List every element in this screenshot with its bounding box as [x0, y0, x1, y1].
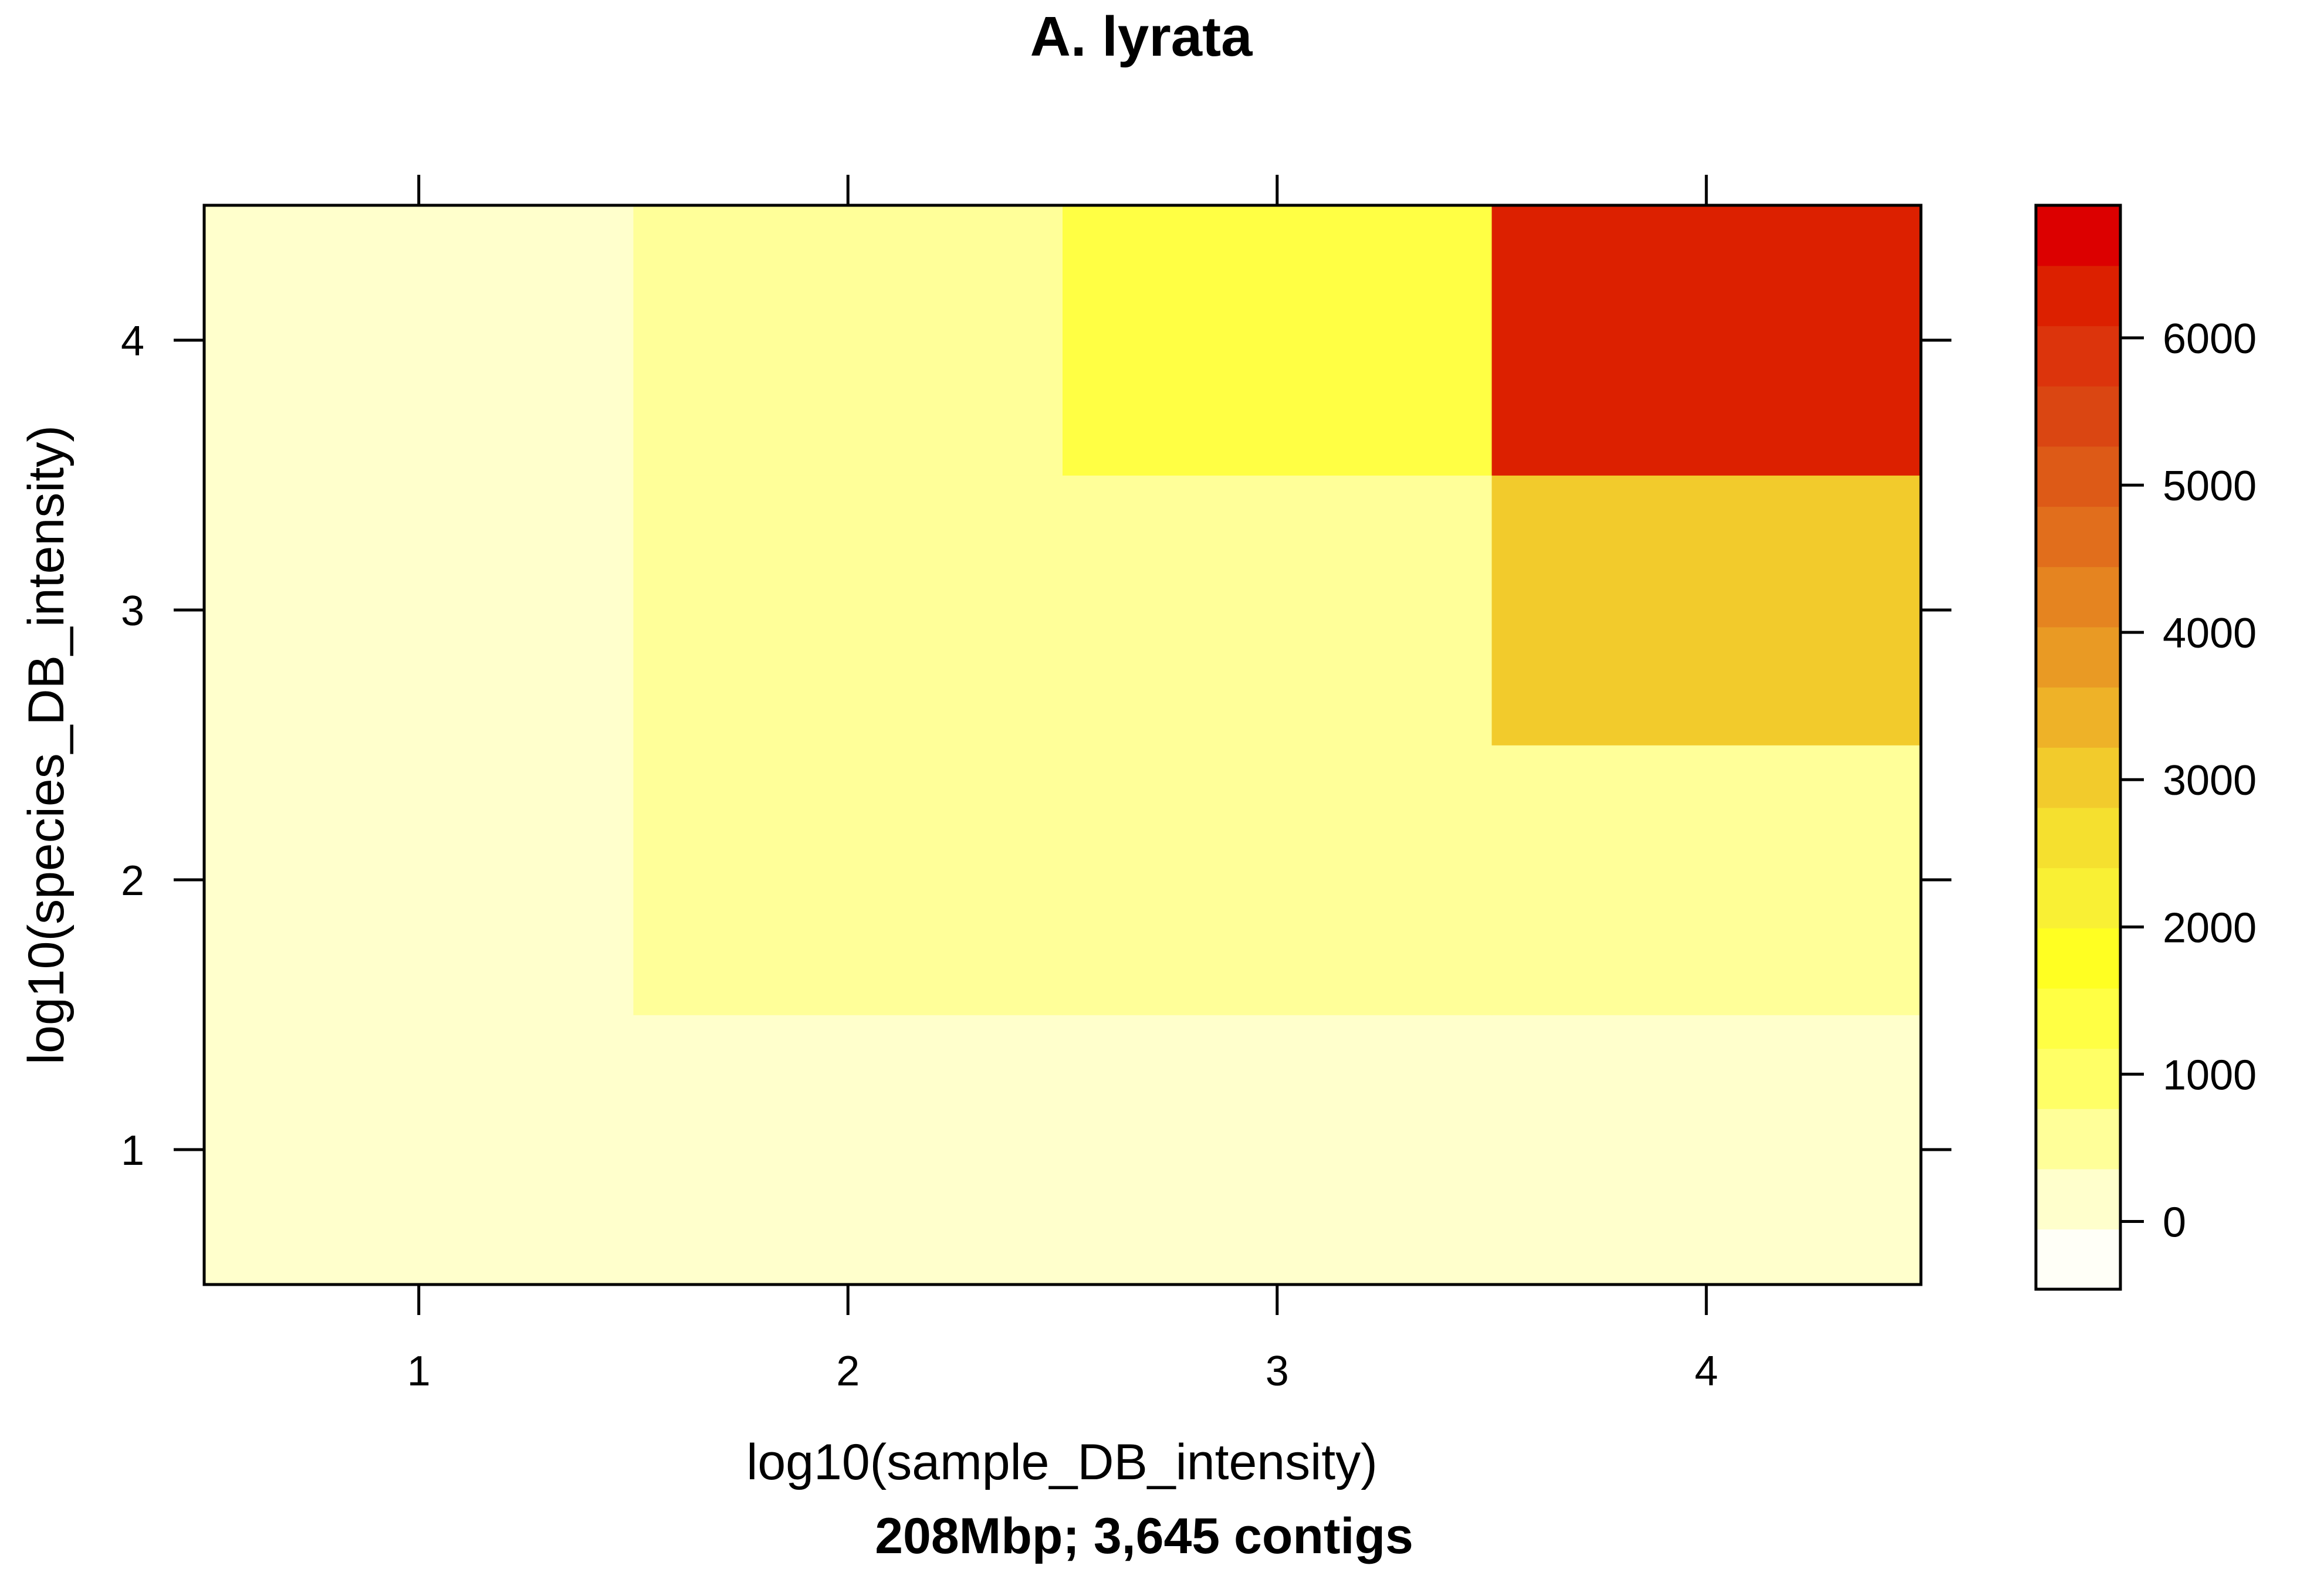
y-tick-label-2: 2 — [121, 858, 144, 904]
x-tick-label-4: 4 — [1694, 1348, 1718, 1395]
heatmap-cell-1-2 — [204, 745, 634, 1015]
colorbar-swatch-11 — [2036, 567, 2120, 628]
heatmap-cell-3-3 — [1063, 475, 1493, 745]
plot-frame — [202, 204, 1923, 1286]
colorbar-swatch-16 — [2036, 265, 2120, 327]
colorbar-swatch-14 — [2036, 386, 2120, 447]
heatmap-cell-4-1 — [1491, 1015, 1922, 1285]
y-tick-label-3: 3 — [121, 588, 144, 635]
heatmap-cell-3-2 — [1063, 745, 1493, 1015]
colorbar-tick-label-0: 0 — [2163, 1199, 2186, 1246]
colorbar-swatch-10 — [2036, 626, 2120, 688]
colorbar-swatch-12 — [2036, 506, 2120, 567]
colorbar-tick-label-6000: 6000 — [2163, 316, 2257, 362]
y-axis-ticks: 1 2 3 4 — [121, 318, 1951, 1174]
colorbar-swatch-8 — [2036, 747, 2120, 808]
colorbar-swatch-1 — [2036, 1168, 2120, 1230]
colorbar-tick-label-2000: 2000 — [2163, 904, 2257, 951]
y-axis-label: log10(species_DB_intensity) — [18, 425, 75, 1065]
colorbar-swatch-6 — [2036, 867, 2120, 928]
x-tick-label-2: 2 — [836, 1348, 860, 1395]
x-axis-ticks: 1 2 3 4 — [407, 175, 1718, 1395]
colorbar-ticks: 0 1000 2000 3000 4000 5000 6000 — [2120, 316, 2257, 1246]
heatmap-cell-3-4 — [1063, 205, 1493, 476]
colorbar-swatch-15 — [2036, 326, 2120, 387]
chart-title: A. lyrata — [1030, 5, 1253, 68]
colorbar-tick-label-4000: 4000 — [2163, 610, 2257, 657]
colorbar-swatch-7 — [2036, 807, 2120, 869]
colorbar-swatch-4 — [2036, 988, 2120, 1049]
colorbar-tick-label-5000: 5000 — [2163, 463, 2257, 510]
x-tick-label-3: 3 — [1266, 1348, 1289, 1395]
x-tick-label-1: 1 — [407, 1348, 431, 1395]
colorbar-swatch-2 — [2036, 1109, 2120, 1170]
heatmap-cell-2-3 — [633, 475, 1063, 745]
heatmap-cell-4-3 — [1491, 475, 1922, 745]
heatmap-cell-2-1 — [633, 1015, 1063, 1285]
heatmap-cell-4-4 — [1491, 205, 1922, 476]
colorbar-tick-label-3000: 3000 — [2163, 757, 2257, 804]
y-tick-label-4: 4 — [121, 318, 144, 365]
heatmap-cell-4-2 — [1491, 745, 1922, 1015]
chart-subtitle: 208Mbp; 3,645 contigs — [875, 1508, 1413, 1564]
x-axis-label: log10(sample_DB_intensity) — [746, 1434, 1378, 1490]
heatmap-cell-1-3 — [204, 475, 634, 745]
heatmap-cell-1-4 — [204, 205, 634, 476]
colorbar-tick-label-1000: 1000 — [2163, 1052, 2257, 1099]
colorbar-swatch-9 — [2036, 687, 2120, 748]
heatmap-cells — [204, 205, 1922, 1285]
colorbar-swatch-3 — [2036, 1048, 2120, 1109]
colorbar-swatch-0 — [2036, 1229, 2120, 1290]
y-tick-label-1: 1 — [121, 1127, 144, 1174]
heatmap-cell-2-4 — [633, 205, 1063, 476]
colorbar-frame — [2034, 204, 2122, 1291]
heatmap-cell-1-1 — [204, 1015, 634, 1285]
colorbar-swatch-5 — [2036, 928, 2120, 989]
colorbar — [2036, 205, 2120, 1290]
heatmap-cell-3-1 — [1063, 1015, 1493, 1285]
colorbar-swatch-13 — [2036, 446, 2120, 507]
colorbar-swatch-17 — [2036, 205, 2120, 266]
heatmap-cell-2-2 — [633, 745, 1063, 1015]
